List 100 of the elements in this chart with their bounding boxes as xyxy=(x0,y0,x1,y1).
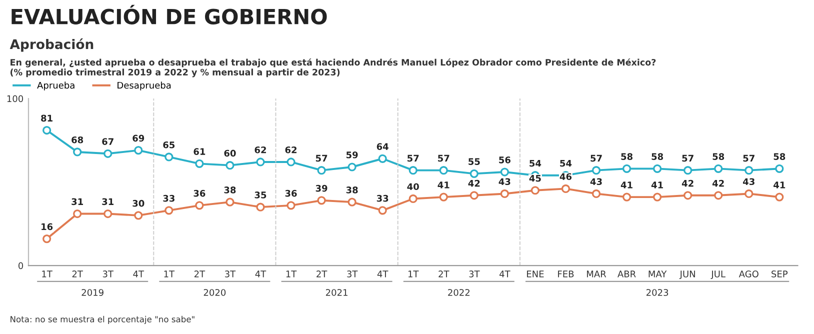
x-tick-label: 3T xyxy=(469,270,480,278)
data-label: 58 xyxy=(621,153,632,160)
text: 2022 xyxy=(448,289,470,296)
x-tick-label: 2T xyxy=(72,270,83,278)
data-label: 57 xyxy=(590,154,602,162)
point xyxy=(714,164,723,173)
point xyxy=(195,159,204,168)
point xyxy=(104,209,112,218)
point xyxy=(684,166,692,175)
point xyxy=(592,166,601,175)
x-tick-label: 4T xyxy=(499,270,510,278)
data-label: 41 xyxy=(651,182,663,188)
point xyxy=(684,191,692,200)
data-label: 43 xyxy=(743,178,754,186)
chart-title: EVALUACIÓN DE GOBIERNO xyxy=(12,4,327,24)
data-label: 67 xyxy=(102,138,114,145)
y-tick-label: 100 xyxy=(7,95,24,102)
x-tick-label: 4T xyxy=(255,270,266,278)
point xyxy=(73,148,82,156)
point xyxy=(256,202,265,212)
data-label: 38 xyxy=(346,186,358,194)
x-tick-label: 4T xyxy=(377,270,388,278)
point xyxy=(286,158,296,166)
point xyxy=(317,166,326,175)
point xyxy=(42,234,52,244)
x-tick-label: ABR xyxy=(618,270,636,278)
point xyxy=(317,196,326,205)
legend-label: Desaprueba xyxy=(118,82,171,90)
text: Nota: no se muestra el porcentaje "no sabe" xyxy=(10,316,194,324)
data-label: 54 xyxy=(530,160,542,167)
point xyxy=(470,169,478,178)
text: 2020 xyxy=(204,289,226,296)
data-label: 58 xyxy=(774,153,786,160)
data-label: 41 xyxy=(774,182,786,188)
x-tick-label: 3T xyxy=(225,270,236,278)
data-label: 56 xyxy=(499,156,510,164)
x-tick-label: 1T xyxy=(408,270,419,278)
point xyxy=(378,154,387,163)
data-label: 35 xyxy=(254,192,266,198)
x-tick-label: 4T xyxy=(133,270,144,278)
point xyxy=(408,166,418,175)
data-label: 39 xyxy=(316,184,328,192)
legend-label: Aprueba xyxy=(37,82,74,90)
x-tick-label: 3T xyxy=(102,270,114,278)
data-label: 57 xyxy=(743,154,754,162)
point xyxy=(226,161,234,170)
data-label: 16 xyxy=(42,223,53,230)
x-tick-label: MAY xyxy=(648,270,667,278)
x-tick-label: 2T xyxy=(316,270,328,278)
point xyxy=(744,166,754,175)
point xyxy=(622,164,632,173)
point xyxy=(164,206,174,215)
data-label: 40 xyxy=(407,183,419,190)
data-label: 68 xyxy=(72,136,84,144)
point xyxy=(744,189,754,198)
x-tick-label: AGO xyxy=(738,270,758,278)
point xyxy=(622,192,632,202)
data-label: 33 xyxy=(163,194,174,202)
x-tick-label: SEP xyxy=(772,270,788,278)
point xyxy=(775,164,784,173)
point xyxy=(348,162,356,172)
data-label: 57 xyxy=(408,154,419,162)
data-label: 33 xyxy=(376,194,388,202)
y-tick-label: 0 xyxy=(18,262,24,270)
data-label: 55 xyxy=(468,158,480,165)
point xyxy=(470,191,478,200)
point xyxy=(653,192,662,202)
point xyxy=(592,189,601,198)
data-label: 41 xyxy=(438,182,450,188)
point xyxy=(439,166,448,175)
data-label: 43 xyxy=(590,178,602,186)
x-tick-label: JUL xyxy=(710,270,726,280)
data-label: 57 xyxy=(682,154,694,162)
point xyxy=(134,146,143,155)
data-label: 31 xyxy=(102,198,114,206)
point xyxy=(226,198,234,206)
data-label: 42 xyxy=(468,180,480,187)
point xyxy=(256,158,265,166)
x-tick-label: ENE xyxy=(527,270,544,278)
x-tick-label: JUN xyxy=(679,270,695,280)
x-tick-label: 3T xyxy=(347,270,358,278)
point xyxy=(195,201,204,210)
data-label: 62 xyxy=(254,146,266,154)
point xyxy=(104,149,112,158)
point xyxy=(500,189,509,198)
x-tick-label: 1T xyxy=(286,270,297,278)
data-label: 36 xyxy=(194,190,206,197)
point xyxy=(348,198,356,206)
data-label: 60 xyxy=(224,150,236,157)
point xyxy=(286,201,296,210)
data-label: 58 xyxy=(652,153,664,160)
data-label: 58 xyxy=(712,153,724,160)
data-label: 43 xyxy=(498,178,510,186)
data-label: 65 xyxy=(163,141,175,148)
x-tick-label: 1T xyxy=(42,270,52,278)
data-label: 62 xyxy=(285,146,296,154)
text: 2021 xyxy=(326,289,348,296)
data-label: 36 xyxy=(285,190,297,197)
point xyxy=(164,152,174,162)
text: 2023 xyxy=(646,289,668,296)
